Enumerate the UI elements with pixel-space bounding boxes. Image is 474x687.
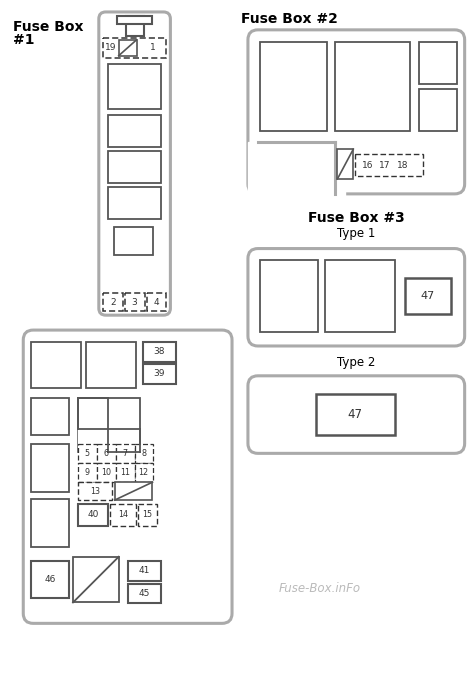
Bar bbox=[78, 444, 97, 463]
Text: 1: 1 bbox=[150, 43, 155, 52]
Bar bbox=[97, 444, 116, 463]
Bar bbox=[117, 16, 153, 24]
Bar bbox=[146, 293, 166, 311]
Bar bbox=[103, 293, 123, 311]
Text: 17: 17 bbox=[379, 161, 391, 170]
Text: 10: 10 bbox=[101, 468, 111, 477]
Bar bbox=[116, 463, 135, 482]
Bar bbox=[31, 342, 81, 387]
Text: 11: 11 bbox=[119, 468, 130, 477]
Bar bbox=[31, 398, 69, 436]
Bar bbox=[143, 342, 176, 362]
Bar bbox=[78, 504, 108, 526]
Text: Fuse Box: Fuse Box bbox=[13, 20, 84, 34]
FancyBboxPatch shape bbox=[99, 12, 170, 315]
Bar bbox=[31, 444, 69, 492]
Text: 46: 46 bbox=[45, 575, 56, 584]
Text: 18: 18 bbox=[397, 161, 409, 170]
Bar bbox=[97, 463, 116, 482]
Text: 38: 38 bbox=[154, 348, 165, 357]
Bar bbox=[419, 89, 457, 131]
Bar bbox=[336, 42, 410, 131]
Bar bbox=[326, 260, 395, 332]
Bar bbox=[128, 561, 162, 581]
Bar bbox=[135, 444, 154, 463]
FancyBboxPatch shape bbox=[248, 30, 465, 194]
Text: 7: 7 bbox=[122, 449, 127, 458]
Text: Type 2: Type 2 bbox=[337, 356, 375, 369]
Bar bbox=[31, 561, 69, 598]
Text: 9: 9 bbox=[84, 468, 90, 477]
Bar bbox=[128, 583, 162, 603]
Bar bbox=[115, 482, 153, 500]
FancyBboxPatch shape bbox=[23, 330, 232, 623]
Bar bbox=[73, 556, 118, 602]
Bar bbox=[31, 499, 69, 547]
Text: 45: 45 bbox=[139, 589, 150, 598]
Bar bbox=[108, 187, 162, 218]
Text: 19: 19 bbox=[105, 43, 117, 52]
Bar bbox=[108, 115, 162, 147]
Text: 40: 40 bbox=[87, 510, 99, 519]
Text: Type 1: Type 1 bbox=[337, 227, 375, 240]
Bar bbox=[137, 504, 157, 526]
Bar bbox=[143, 364, 176, 384]
Text: 16: 16 bbox=[362, 161, 373, 170]
Bar bbox=[260, 260, 318, 332]
Text: 14: 14 bbox=[118, 510, 128, 519]
Bar bbox=[260, 42, 328, 131]
Bar bbox=[78, 398, 139, 452]
Bar bbox=[248, 142, 346, 199]
Bar bbox=[126, 16, 144, 36]
Text: 5: 5 bbox=[84, 449, 90, 458]
Bar bbox=[78, 429, 108, 453]
Text: 41: 41 bbox=[139, 566, 150, 575]
FancyBboxPatch shape bbox=[248, 376, 465, 453]
FancyBboxPatch shape bbox=[248, 249, 465, 346]
Bar bbox=[78, 482, 112, 500]
Bar bbox=[135, 463, 154, 482]
Bar bbox=[114, 227, 154, 254]
Bar bbox=[356, 154, 423, 176]
Text: Fuse Box #2: Fuse Box #2 bbox=[241, 12, 338, 26]
Text: 6: 6 bbox=[103, 449, 108, 458]
Bar bbox=[125, 293, 145, 311]
Text: 47: 47 bbox=[348, 408, 363, 421]
Bar bbox=[116, 444, 135, 463]
Bar bbox=[419, 42, 457, 84]
Bar bbox=[86, 342, 136, 387]
Bar bbox=[78, 463, 97, 482]
Bar bbox=[108, 151, 162, 183]
Bar bbox=[405, 278, 451, 314]
Text: 47: 47 bbox=[421, 291, 435, 302]
Text: 3: 3 bbox=[132, 297, 137, 306]
Text: 2: 2 bbox=[110, 297, 116, 306]
Text: 8: 8 bbox=[141, 449, 146, 458]
Text: 12: 12 bbox=[138, 468, 149, 477]
Bar bbox=[108, 64, 162, 109]
Text: Fuse-Box.inFo: Fuse-Box.inFo bbox=[278, 582, 361, 595]
Bar bbox=[110, 504, 136, 526]
Text: 4: 4 bbox=[154, 297, 159, 306]
Text: Fuse Box #3: Fuse Box #3 bbox=[308, 211, 405, 225]
Text: 15: 15 bbox=[143, 510, 153, 519]
Text: 13: 13 bbox=[90, 486, 100, 495]
Text: 39: 39 bbox=[154, 370, 165, 379]
Text: #1: #1 bbox=[13, 33, 35, 47]
Bar bbox=[337, 149, 353, 179]
Bar bbox=[103, 38, 166, 58]
Bar bbox=[118, 40, 137, 56]
Bar bbox=[316, 394, 395, 436]
